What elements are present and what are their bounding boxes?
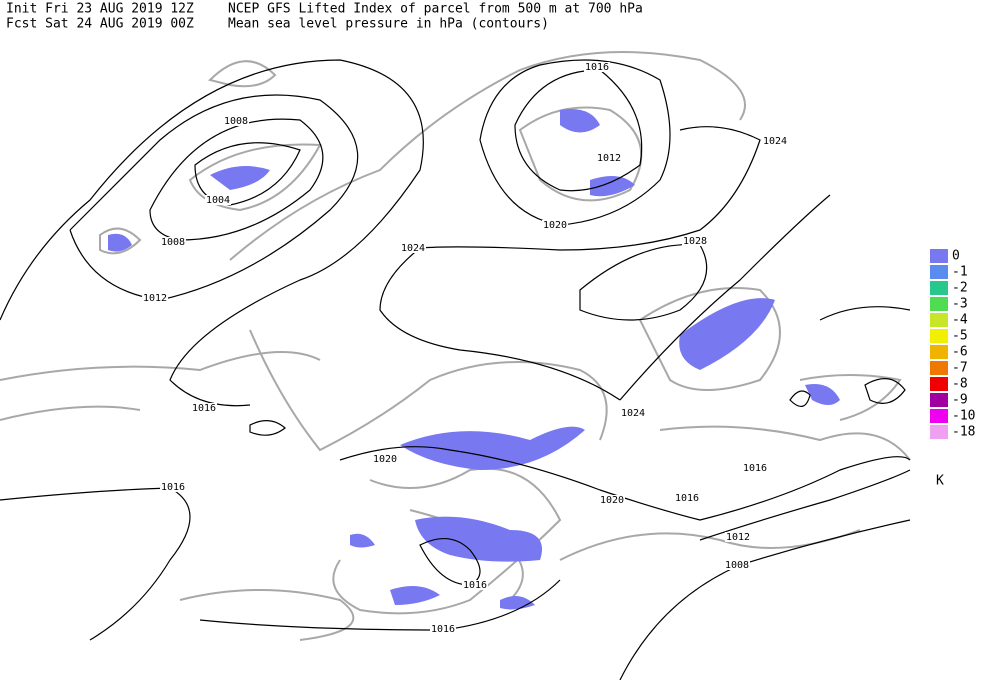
label-bg	[223, 116, 249, 126]
legend-swatch	[930, 377, 948, 391]
legend-swatch	[930, 281, 948, 295]
legend-swatch	[930, 345, 948, 359]
isobar-label: 1028	[683, 236, 707, 247]
isobar-label: 1016	[743, 463, 767, 474]
legend-unit: K	[936, 474, 944, 489]
legend-label: -2	[952, 281, 968, 296]
isobar-label: 1012	[597, 153, 621, 164]
subtitle: Mean sea level pressure in hPa (contours…	[228, 17, 549, 32]
legend-label: -5	[952, 329, 968, 344]
legend-swatch	[930, 297, 948, 311]
legend-swatch	[930, 393, 948, 407]
isobar-label: 1024	[621, 408, 645, 419]
legend-label: -3	[952, 297, 968, 312]
forecast-time: Fcst Sat 24 AUG 2019 00Z	[6, 17, 194, 32]
isobar-label: 1012	[726, 532, 750, 543]
isobar-label: 1024	[763, 136, 787, 147]
isobar-label: 1016	[161, 482, 185, 493]
label-bg	[725, 532, 751, 542]
isobar-label: 1020	[543, 220, 567, 231]
legend-swatch	[930, 425, 948, 439]
isobar-label: 1016	[192, 403, 216, 414]
isobar-label: 1008	[161, 237, 185, 248]
legend: 0-1-2-3-4-5-6-7-8-9-10-18 K	[930, 249, 975, 489]
isobar-label: 1016	[585, 62, 609, 73]
label-bg	[762, 136, 788, 146]
label-bg	[372, 454, 398, 464]
label-bg	[674, 493, 700, 503]
label-bg	[596, 153, 622, 163]
label-bg	[724, 560, 750, 570]
isobar-label: 1008	[725, 560, 749, 571]
legend-label: -6	[952, 345, 968, 360]
legend-swatch	[930, 361, 948, 375]
isobar-label: 1004	[206, 195, 230, 206]
legend-label: 0	[952, 249, 960, 264]
isobar-label: 1016	[675, 493, 699, 504]
label-bg	[430, 624, 456, 634]
label-bg	[142, 293, 168, 303]
label-bg	[160, 482, 186, 492]
legend-label: -10	[952, 409, 975, 424]
legend-swatch	[930, 409, 948, 423]
legend-label: -18	[952, 425, 975, 440]
legend-swatch	[930, 329, 948, 343]
isobar-label: 1020	[373, 454, 397, 465]
label-bg	[205, 195, 231, 205]
isobar-label: 1016	[463, 580, 487, 591]
legend-swatch	[930, 265, 948, 279]
label-bg	[462, 580, 488, 590]
label-bg	[599, 495, 625, 505]
legend-label: -9	[952, 393, 968, 408]
legend-swatch	[930, 313, 948, 327]
isobar-label: 1020	[600, 495, 624, 506]
isobar-label: 1008	[224, 116, 248, 127]
label-bg	[682, 236, 708, 246]
label-bg	[160, 237, 186, 247]
label-bg	[400, 243, 426, 253]
label-bg	[542, 220, 568, 230]
legend-label: -4	[952, 313, 968, 328]
isobar-labels: 1008 1004 1008 1012 1016 1016 1012 1020 1024 1024…	[142, 62, 788, 635]
legend-swatch	[930, 249, 948, 263]
label-bg	[620, 408, 646, 418]
lifted-index-areas	[108, 109, 840, 610]
label-bg	[191, 403, 217, 413]
isobar-label: 1024	[401, 243, 425, 254]
isobar-label: 1012	[143, 293, 167, 304]
label-bg	[742, 463, 768, 473]
isobar-label: 1016	[431, 624, 455, 635]
title: NCEP GFS Lifted Index of parcel from 500…	[228, 2, 643, 17]
label-bg	[584, 62, 610, 72]
legend-label: -8	[952, 377, 968, 392]
legend-label: -1	[952, 265, 968, 280]
legend-label: -7	[952, 361, 968, 376]
init-time: Init Fri 23 AUG 2019 12Z	[6, 2, 194, 17]
